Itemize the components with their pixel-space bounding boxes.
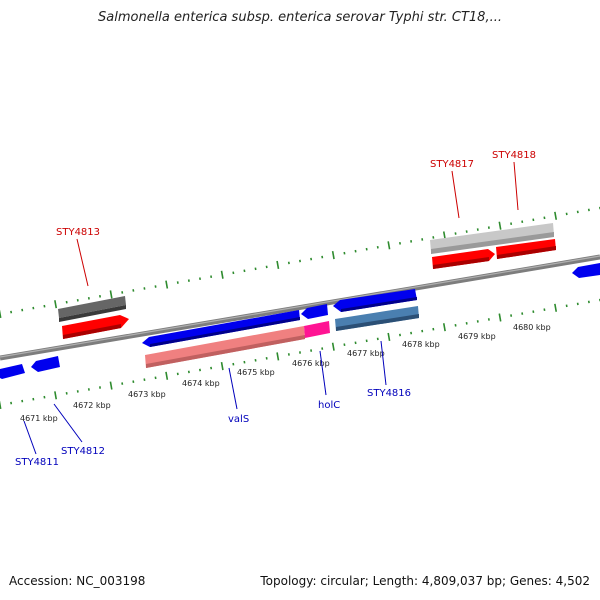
label-leaders	[23, 161, 519, 455]
genome-summary-text: Topology: circular; Length: 4,809,037 bp…	[260, 574, 590, 588]
gene-arrow-holc[interactable]	[301, 304, 328, 319]
feature-light-grey-upper[interactable]	[430, 223, 554, 254]
feature-magenta-lower[interactable]	[304, 321, 330, 338]
major-tick	[387, 241, 391, 250]
tick-labels: 4671 kbp 4672 kbp 4673 kbp 4674 kbp 4675…	[20, 323, 551, 423]
leader-sty4816	[380, 340, 387, 386]
gene-arrow-sty4811[interactable]	[0, 364, 25, 379]
gene-arrow-sty4812[interactable]	[31, 356, 60, 372]
tick-label: 4672 kbp	[73, 401, 111, 410]
major-tick	[0, 309, 2, 319]
tick-label: 4678 kbp	[402, 340, 440, 349]
major-tick	[276, 352, 280, 361]
major-tick	[276, 260, 280, 270]
gene-label-sty4813[interactable]: STY4813	[56, 227, 100, 238]
major-tick	[109, 290, 113, 299]
genome-backbone	[0, 254, 600, 361]
gene-arrow-sty4817[interactable]	[432, 249, 495, 269]
lower-tick-track	[0, 298, 600, 410]
major-tick	[54, 300, 58, 309]
upper-tick-track	[0, 206, 600, 319]
feature-pink-lower[interactable]	[145, 326, 305, 368]
major-tick	[554, 303, 558, 312]
gene-arrow-vals[interactable]	[142, 310, 300, 347]
gene-label-sty4812[interactable]: STY4812	[61, 446, 105, 457]
major-tick	[0, 400, 2, 410]
map-title: Salmonella enterica subsp. enterica sero…	[98, 10, 502, 25]
major-tick	[331, 342, 335, 351]
leader-holc	[319, 350, 327, 396]
leader-sty4817	[451, 170, 460, 219]
gene-label-sty4816[interactable]: STY4816	[367, 388, 411, 399]
tick-label: 4680 kbp	[513, 323, 551, 332]
gene-arrow-sty4818[interactable]	[496, 239, 556, 259]
major-tick	[109, 381, 113, 390]
leader-sty4818	[513, 161, 519, 211]
feature-grey-upper[interactable]	[58, 296, 126, 322]
gene-arrow-sty4813[interactable]	[62, 315, 129, 339]
leader-vals	[228, 367, 238, 410]
major-tick	[498, 221, 502, 230]
gene-arrow-sty4816[interactable]	[333, 289, 417, 312]
major-tick	[165, 280, 169, 289]
feature-steel-lower[interactable]	[335, 306, 419, 331]
tick-label: 4673 kbp	[128, 390, 166, 399]
major-tick	[554, 211, 558, 220]
major-tick	[54, 391, 58, 400]
gene-arrow-right-edge[interactable]	[572, 263, 600, 278]
tick-label: 4671 kbp	[20, 414, 58, 423]
leader-sty4811	[23, 420, 37, 455]
accession-text: Accession: NC_003198	[9, 574, 146, 588]
major-tick	[498, 313, 502, 322]
leader-sty4813	[76, 238, 89, 287]
major-tick	[165, 371, 169, 380]
tick-label: 4676 kbp	[292, 359, 330, 368]
genome-backbone-highlight	[0, 255, 600, 358]
tick-label: 4675 kbp	[237, 368, 275, 377]
gene-label-holc[interactable]: holC	[318, 400, 340, 411]
major-tick	[387, 332, 391, 342]
gene-label-sty4818[interactable]: STY4818	[492, 150, 536, 161]
major-tick	[442, 323, 446, 332]
gene-label-vals[interactable]: valS	[228, 414, 249, 425]
tick-label: 4677 kbp	[347, 349, 385, 358]
gene-label-sty4817[interactable]: STY4817	[430, 159, 474, 170]
leader-sty4812	[53, 403, 83, 443]
gene-label-sty4811[interactable]: STY4811	[15, 457, 59, 468]
major-tick	[331, 251, 335, 260]
tick-label: 4674 kbp	[182, 379, 220, 388]
major-tick	[220, 270, 224, 279]
tick-label: 4679 kbp	[458, 332, 496, 341]
major-tick	[220, 362, 224, 371]
